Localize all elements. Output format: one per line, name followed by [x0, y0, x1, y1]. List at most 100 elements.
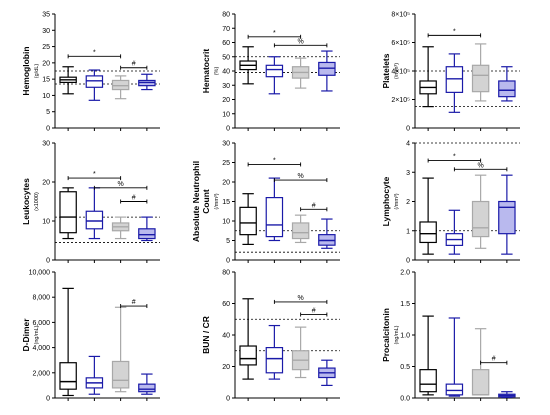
y-axis-unit: (/mm³) [214, 193, 220, 209]
y-tick-label: 6,000 [32, 320, 50, 327]
iqr-box [471, 369, 490, 396]
y-axis-label: Hematocrit [201, 49, 211, 94]
iqr-box [291, 222, 310, 240]
y-axis-label: Count [201, 189, 211, 214]
y-axis-unit: (/mm³) [394, 193, 400, 209]
y-tick-label: 0 [226, 396, 230, 403]
y-tick-label: 0.0 [400, 396, 410, 403]
significance-label: * [273, 30, 276, 37]
iqr-box [445, 383, 464, 396]
iqr-box [471, 64, 490, 93]
y-tick-label: 1.0 [400, 333, 410, 340]
panel-3: 0 2×10⁵ 4×10⁵ 6×10⁵ 8×10⁵ * Platelets (/mm³) [381, 12, 520, 133]
y-tick-label: 0.5 [400, 364, 410, 371]
y-tick-label: 25 [42, 44, 50, 51]
y-tick-label: 30 [42, 28, 50, 35]
box-4 [318, 218, 336, 249]
y-axis-label: Hemoglobin [21, 46, 31, 95]
box-2 [265, 177, 284, 242]
box-4 [138, 373, 156, 395]
box-1 [59, 187, 77, 240]
significance-label: % [298, 295, 304, 302]
box-2 [445, 209, 464, 255]
iqr-box [471, 200, 490, 238]
significance-label: % [118, 181, 124, 188]
box-3 [471, 43, 490, 102]
iqr-box [265, 64, 284, 78]
y-tick-label: 4,000 [32, 345, 50, 352]
y-tick-label: 2 [406, 199, 410, 206]
y-tick-label: 2.0 [400, 270, 410, 277]
iqr-box [265, 347, 284, 374]
box-4 [138, 216, 156, 242]
y-tick-label: 30 [222, 141, 230, 148]
box-4 [318, 50, 336, 92]
box-3 [291, 57, 310, 89]
iqr-box [419, 369, 437, 393]
box-1 [239, 193, 257, 245]
box-4 [138, 73, 156, 91]
box-3 [291, 326, 310, 379]
y-axis-label: Procalcitonin [381, 308, 391, 362]
panel-1: 0 5 10 15 20 25 30 35 * # Hemoglobin (g/dL) [21, 12, 160, 133]
box-1 [59, 66, 77, 95]
panel-4: 0 10 20 30 *% # Leukocytes (x1000) [21, 141, 160, 265]
iqr-box [419, 221, 437, 244]
iqr-box [318, 61, 336, 76]
box-3 [291, 214, 310, 244]
box-3 [471, 328, 490, 396]
y-tick-label: 4×10⁵ [391, 69, 410, 76]
significance-label: # [312, 202, 316, 209]
iqr-box [265, 197, 284, 238]
y-axis-label: BUN / CR [201, 316, 211, 354]
box-1 [419, 315, 437, 396]
y-tick-label: 60 [222, 40, 230, 47]
y-axis-unit: (x1000) [34, 192, 40, 211]
y-tick-label: 60 [222, 301, 230, 308]
box-2 [85, 69, 104, 101]
y-tick-label: 20 [222, 180, 230, 187]
y-tick-label: 0 [46, 126, 50, 133]
y-tick-label: 35 [42, 12, 50, 19]
y-tick-label: 0 [226, 126, 230, 133]
y-tick-label: 2,000 [32, 370, 50, 377]
significance-label: % [478, 162, 484, 169]
box-3 [111, 75, 130, 100]
iqr-box [111, 360, 130, 389]
box-2 [445, 317, 464, 397]
box-4 [498, 174, 516, 255]
y-tick-label: 1 [406, 228, 410, 235]
significance-label: * [453, 154, 456, 161]
y-tick-label: 10 [42, 219, 50, 226]
y-axis-label: Leukocytes [21, 178, 31, 225]
y-axis-label: Absolute Neutrophil [191, 161, 201, 242]
iqr-box [239, 206, 257, 236]
y-tick-label: 40 [222, 333, 230, 340]
panel-7: 0 2,000 4,000 6,000 8,000 10,000 # D-Dimer (ng/m… [21, 270, 160, 403]
box-3 [111, 216, 130, 240]
box-2 [85, 355, 104, 395]
significance-label: # [132, 195, 136, 202]
iqr-box [498, 200, 516, 235]
significance-label: # [132, 61, 136, 68]
significance-label: * [453, 28, 456, 35]
panel-6: 0 1 2 3 4 *% Lymphocyte (/mm³) [381, 141, 520, 265]
iqr-box [445, 66, 464, 93]
panel-9: 0.0 0.5 1.0 1.5 2.0 # Procalcitonin (ng/mL) [381, 270, 520, 403]
y-tick-label: 8,000 [32, 295, 50, 302]
box-2 [265, 56, 284, 95]
y-axis-unit: (/mm³) [394, 63, 400, 79]
y-tick-label: 1.5 [400, 301, 410, 308]
y-tick-label: 0 [406, 258, 410, 265]
y-axis-label: Lymphocyte [381, 176, 391, 226]
box-4 [498, 66, 516, 102]
y-tick-label: 3 [406, 170, 410, 177]
y-tick-label: 5 [226, 238, 230, 245]
y-tick-label: 15 [222, 199, 230, 206]
y-tick-label: 20 [222, 364, 230, 371]
significance-label: # [132, 299, 136, 306]
iqr-box [59, 191, 77, 234]
box-4 [498, 391, 516, 398]
